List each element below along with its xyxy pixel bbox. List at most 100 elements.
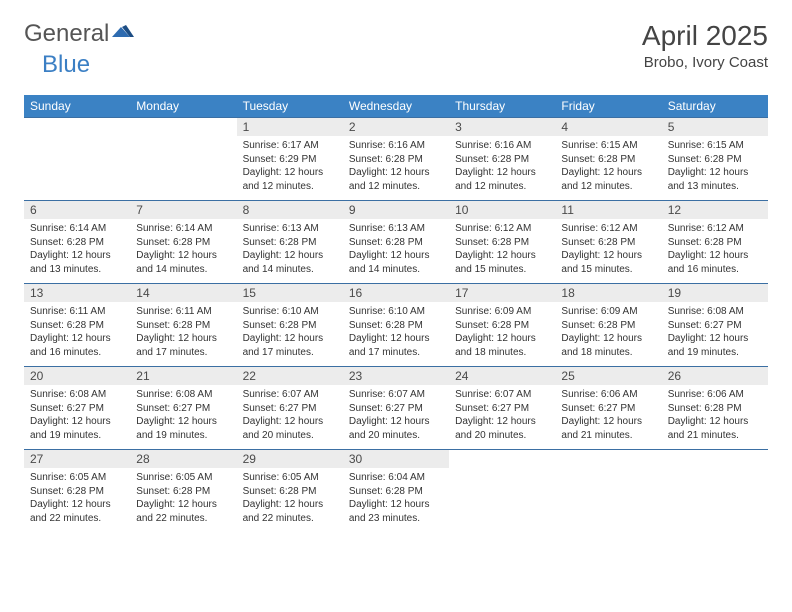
day-number: 16 bbox=[343, 284, 449, 303]
sunset-text: Sunset: 6:27 PM bbox=[243, 402, 337, 416]
day-number: 22 bbox=[237, 367, 343, 386]
day-info: Sunrise: 6:14 AMSunset: 6:28 PMDaylight:… bbox=[130, 219, 236, 284]
day-number: 25 bbox=[555, 367, 661, 386]
sunset-text: Sunset: 6:27 PM bbox=[668, 319, 762, 333]
day-number: 21 bbox=[130, 367, 236, 386]
day-number: 17 bbox=[449, 284, 555, 303]
daylight-text: Daylight: 12 hours and 19 minutes. bbox=[30, 415, 124, 442]
daylight-text: Daylight: 12 hours and 18 minutes. bbox=[561, 332, 655, 359]
dayhead-sun: Sunday bbox=[24, 95, 130, 118]
location-label: Brobo, Ivory Coast bbox=[642, 54, 768, 71]
day-number: 24 bbox=[449, 367, 555, 386]
sunset-text: Sunset: 6:27 PM bbox=[136, 402, 230, 416]
sunrise-text: Sunrise: 6:12 AM bbox=[455, 222, 549, 236]
sunset-text: Sunset: 6:28 PM bbox=[561, 319, 655, 333]
sunset-text: Sunset: 6:28 PM bbox=[349, 485, 443, 499]
dayhead-thu: Thursday bbox=[449, 95, 555, 118]
sunset-text: Sunset: 6:28 PM bbox=[243, 319, 337, 333]
day-info: Sunrise: 6:08 AMSunset: 6:27 PMDaylight:… bbox=[24, 385, 130, 450]
sunrise-text: Sunrise: 6:11 AM bbox=[136, 305, 230, 319]
sunrise-text: Sunrise: 6:05 AM bbox=[136, 471, 230, 485]
day-number: 2 bbox=[343, 118, 449, 137]
day-number: 6 bbox=[24, 201, 130, 220]
sunrise-text: Sunrise: 6:07 AM bbox=[243, 388, 337, 402]
sunrise-text: Sunrise: 6:10 AM bbox=[243, 305, 337, 319]
day-info bbox=[449, 468, 555, 532]
calendar-header-row: Sunday Monday Tuesday Wednesday Thursday… bbox=[24, 95, 768, 118]
daylight-text: Daylight: 12 hours and 20 minutes. bbox=[455, 415, 549, 442]
daylight-text: Daylight: 12 hours and 19 minutes. bbox=[136, 415, 230, 442]
day-info: Sunrise: 6:08 AMSunset: 6:27 PMDaylight:… bbox=[662, 302, 768, 367]
sunrise-text: Sunrise: 6:05 AM bbox=[30, 471, 124, 485]
daylight-text: Daylight: 12 hours and 12 minutes. bbox=[561, 166, 655, 193]
day-info: Sunrise: 6:11 AMSunset: 6:28 PMDaylight:… bbox=[24, 302, 130, 367]
day-number: 15 bbox=[237, 284, 343, 303]
day-number: 13 bbox=[24, 284, 130, 303]
daylight-text: Daylight: 12 hours and 13 minutes. bbox=[30, 249, 124, 276]
sunrise-text: Sunrise: 6:08 AM bbox=[136, 388, 230, 402]
sunset-text: Sunset: 6:28 PM bbox=[455, 319, 549, 333]
day-number: 9 bbox=[343, 201, 449, 220]
sunrise-text: Sunrise: 6:12 AM bbox=[668, 222, 762, 236]
daylight-text: Daylight: 12 hours and 12 minutes. bbox=[243, 166, 337, 193]
day-number: 30 bbox=[343, 450, 449, 469]
sunset-text: Sunset: 6:28 PM bbox=[561, 153, 655, 167]
daynum-row: 13141516171819 bbox=[24, 284, 768, 303]
day-number: 23 bbox=[343, 367, 449, 386]
daylight-text: Daylight: 12 hours and 22 minutes. bbox=[30, 498, 124, 525]
daynum-row: 6789101112 bbox=[24, 201, 768, 220]
daylight-text: Daylight: 12 hours and 17 minutes. bbox=[243, 332, 337, 359]
sunrise-text: Sunrise: 6:06 AM bbox=[668, 388, 762, 402]
day-number: 29 bbox=[237, 450, 343, 469]
daylight-text: Daylight: 12 hours and 18 minutes. bbox=[455, 332, 549, 359]
sunset-text: Sunset: 6:28 PM bbox=[30, 485, 124, 499]
sunrise-text: Sunrise: 6:13 AM bbox=[243, 222, 337, 236]
info-row: Sunrise: 6:11 AMSunset: 6:28 PMDaylight:… bbox=[24, 302, 768, 367]
sunrise-text: Sunrise: 6:06 AM bbox=[561, 388, 655, 402]
logo: General bbox=[24, 20, 136, 48]
sunrise-text: Sunrise: 6:07 AM bbox=[455, 388, 549, 402]
day-info: Sunrise: 6:16 AMSunset: 6:28 PMDaylight:… bbox=[343, 136, 449, 201]
sunset-text: Sunset: 6:27 PM bbox=[455, 402, 549, 416]
sunrise-text: Sunrise: 6:05 AM bbox=[243, 471, 337, 485]
day-number: 12 bbox=[662, 201, 768, 220]
day-info: Sunrise: 6:07 AMSunset: 6:27 PMDaylight:… bbox=[237, 385, 343, 450]
day-info: Sunrise: 6:05 AMSunset: 6:28 PMDaylight:… bbox=[130, 468, 236, 532]
day-info: Sunrise: 6:11 AMSunset: 6:28 PMDaylight:… bbox=[130, 302, 236, 367]
dayhead-fri: Friday bbox=[555, 95, 661, 118]
daylight-text: Daylight: 12 hours and 20 minutes. bbox=[349, 415, 443, 442]
title-block: April 2025 Brobo, Ivory Coast bbox=[642, 20, 768, 71]
daylight-text: Daylight: 12 hours and 17 minutes. bbox=[349, 332, 443, 359]
daylight-text: Daylight: 12 hours and 14 minutes. bbox=[243, 249, 337, 276]
day-info: Sunrise: 6:09 AMSunset: 6:28 PMDaylight:… bbox=[555, 302, 661, 367]
sunset-text: Sunset: 6:28 PM bbox=[349, 319, 443, 333]
daylight-text: Daylight: 12 hours and 16 minutes. bbox=[30, 332, 124, 359]
sunrise-text: Sunrise: 6:16 AM bbox=[455, 139, 549, 153]
daylight-text: Daylight: 12 hours and 12 minutes. bbox=[349, 166, 443, 193]
sunset-text: Sunset: 6:27 PM bbox=[561, 402, 655, 416]
info-row: Sunrise: 6:14 AMSunset: 6:28 PMDaylight:… bbox=[24, 219, 768, 284]
sunset-text: Sunset: 6:28 PM bbox=[668, 402, 762, 416]
day-number: 18 bbox=[555, 284, 661, 303]
sunset-text: Sunset: 6:28 PM bbox=[455, 236, 549, 250]
day-info: Sunrise: 6:09 AMSunset: 6:28 PMDaylight:… bbox=[449, 302, 555, 367]
day-number bbox=[130, 118, 236, 137]
sunset-text: Sunset: 6:28 PM bbox=[668, 153, 762, 167]
day-number: 14 bbox=[130, 284, 236, 303]
sunset-text: Sunset: 6:27 PM bbox=[349, 402, 443, 416]
day-info: Sunrise: 6:16 AMSunset: 6:28 PMDaylight:… bbox=[449, 136, 555, 201]
sunrise-text: Sunrise: 6:10 AM bbox=[349, 305, 443, 319]
day-number bbox=[662, 450, 768, 469]
sunset-text: Sunset: 6:28 PM bbox=[136, 485, 230, 499]
day-info: Sunrise: 6:06 AMSunset: 6:28 PMDaylight:… bbox=[662, 385, 768, 450]
daylight-text: Daylight: 12 hours and 20 minutes. bbox=[243, 415, 337, 442]
day-info: Sunrise: 6:06 AMSunset: 6:27 PMDaylight:… bbox=[555, 385, 661, 450]
sunrise-text: Sunrise: 6:12 AM bbox=[561, 222, 655, 236]
day-number: 28 bbox=[130, 450, 236, 469]
logo-text-general: General bbox=[24, 20, 109, 48]
info-row: Sunrise: 6:05 AMSunset: 6:28 PMDaylight:… bbox=[24, 468, 768, 532]
daynum-row: 20212223242526 bbox=[24, 367, 768, 386]
sunset-text: Sunset: 6:27 PM bbox=[30, 402, 124, 416]
day-info: Sunrise: 6:17 AMSunset: 6:29 PMDaylight:… bbox=[237, 136, 343, 201]
day-info bbox=[555, 468, 661, 532]
